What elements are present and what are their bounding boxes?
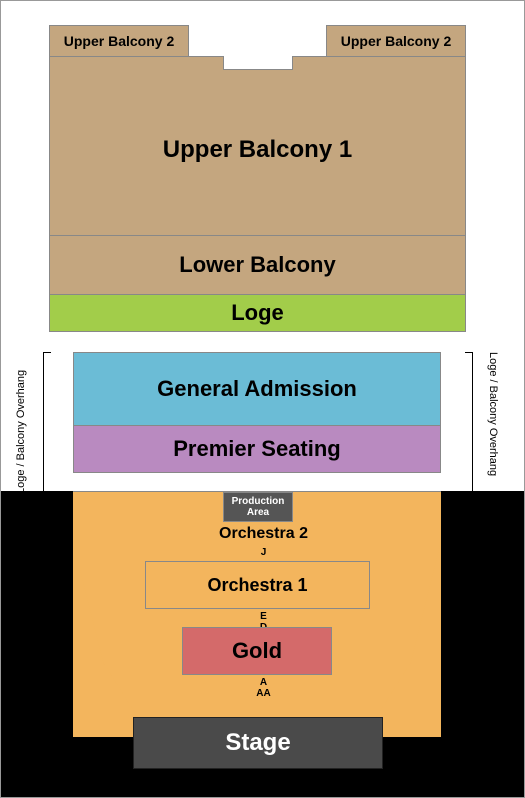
seating-chart: Upper Balcony 2 Upper Balcony 2 Upper Ba… <box>0 0 525 798</box>
overhang-bracket-right <box>465 352 473 494</box>
overhang-label-left: Loge / Balcony Overhang <box>15 370 27 494</box>
row-marker-a: A <box>1 677 525 688</box>
row-marker-j: J <box>1 547 525 558</box>
section-upper-balcony-2-right[interactable]: Upper Balcony 2 <box>326 25 466 57</box>
row-marker-aa: AA <box>1 688 525 699</box>
overhang-bracket-left <box>43 352 51 494</box>
row-marker-e: E <box>1 611 525 622</box>
balcony-notch <box>223 56 293 70</box>
section-upper-balcony-1[interactable]: Upper Balcony 1 <box>49 56 466 236</box>
section-gold[interactable]: Gold <box>182 627 332 675</box>
section-upper-balcony-2-left[interactable]: Upper Balcony 2 <box>49 25 189 57</box>
section-general-admission[interactable]: General Admission <box>73 352 441 426</box>
overhang-label-right: Loge / Balcony Overhang <box>487 352 499 476</box>
section-lower-balcony[interactable]: Lower Balcony <box>49 235 466 295</box>
section-stage: Stage <box>133 717 383 769</box>
section-label: Upper Balcony 1 <box>163 136 352 164</box>
section-premier-seating[interactable]: Premier Seating <box>73 425 441 473</box>
section-production-area: Production Area <box>223 492 293 522</box>
orchestra-2-label: Orchestra 2 <box>1 525 525 543</box>
section-orchestra-1[interactable]: Orchestra 1 <box>145 561 370 609</box>
section-loge[interactable]: Loge <box>49 294 466 332</box>
